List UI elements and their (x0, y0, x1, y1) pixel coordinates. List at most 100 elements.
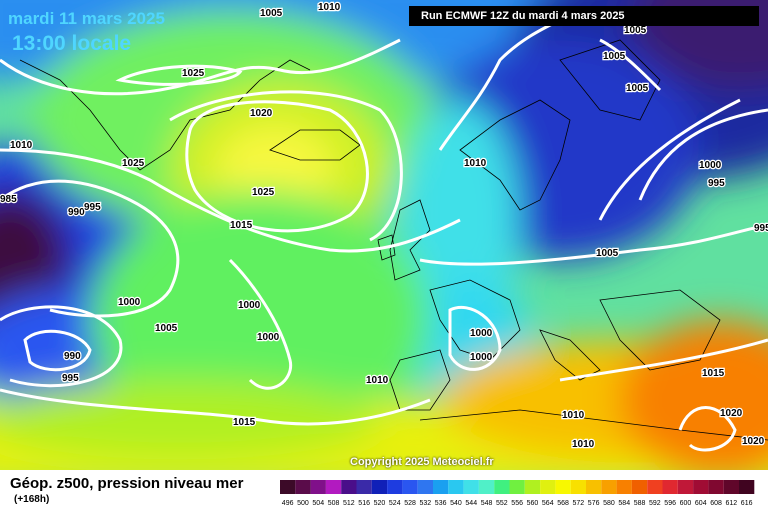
isobar-label: 1010 (10, 140, 33, 151)
scale-swatch (662, 480, 678, 494)
scale-swatch (494, 480, 510, 494)
isobar-label: 1000 (699, 160, 722, 171)
isobar-label: 1025 (252, 187, 275, 198)
isobar-label: 1025 (182, 68, 205, 79)
forecast-map: 1005 1010 1005 1005 1005 1025 1020 1010 1025 1025… (0, 0, 768, 470)
isobar-label: 1005 (626, 83, 649, 94)
scale-tick-label: 500 (297, 500, 309, 507)
scale-swatch (341, 480, 357, 494)
scale-swatch (433, 480, 449, 494)
scale-tick-label: 516 (358, 500, 370, 507)
isobar-label: 1020 (720, 408, 743, 419)
forecast-hours: (+168h) (14, 494, 50, 505)
scale-tick-label: 524 (389, 500, 401, 507)
scale-tick-label: 560 (527, 500, 539, 507)
scale-swatch (448, 480, 464, 494)
scale-swatch (601, 480, 617, 494)
scale-swatch (540, 480, 556, 494)
isobar-label: 1000 (238, 300, 261, 311)
scale-swatch (295, 480, 311, 494)
scale-tick-label: 584 (618, 500, 630, 507)
scale-tick-label: 504 (312, 500, 324, 507)
isobar-lines (0, 18, 768, 452)
scale-swatch (631, 480, 648, 494)
scale-swatch (356, 480, 372, 494)
isobar-label: 1010 (562, 410, 585, 421)
scale-swatch (325, 480, 342, 494)
scale-tick-label: 544 (465, 500, 477, 507)
scale-swatch (280, 480, 296, 494)
scale-swatch (371, 480, 388, 494)
isobar-label: 1015 (233, 417, 256, 428)
isobar-label: 1000 (470, 352, 493, 363)
isobar-label: 995 (754, 223, 768, 234)
copyright-notice: Copyright 2025 Meteociel.fr (350, 456, 494, 468)
scale-swatch (739, 480, 755, 494)
isobar-label: 990 (64, 351, 81, 362)
geopotential-field (0, 0, 768, 470)
isobar-label: 1010 (464, 158, 487, 169)
scale-tick-label: 576 (588, 500, 600, 507)
valid-time: 13:00 locale (12, 32, 132, 55)
isobar-label: 1020 (742, 436, 765, 447)
scale-swatch (524, 480, 541, 494)
scale-swatch (586, 480, 602, 494)
scale-tick-label: 596 (664, 500, 676, 507)
scale-tick-label: 496 (282, 500, 294, 507)
scale-tick-label: 508 (328, 500, 340, 507)
isobar-label: 1005 (624, 25, 647, 36)
scale-tick-label: 612 (726, 500, 738, 507)
isobar-label: 1025 (122, 158, 145, 169)
isobar-label: 1000 (118, 297, 141, 308)
isobar-label: 1005 (596, 248, 619, 259)
scale-tick-label: 540 (450, 500, 462, 507)
valid-date: mardi 11 mars 2025 (8, 9, 165, 28)
isobar-label: 1000 (257, 332, 280, 343)
scale-tick-label: 592 (649, 500, 661, 507)
scale-swatch (570, 480, 586, 494)
scale-swatch (693, 480, 709, 494)
scale-swatch (387, 480, 403, 494)
isobar-label: 995 (62, 373, 79, 384)
isobar-label: 1010 (366, 375, 389, 386)
scale-tick-label: 600 (680, 500, 692, 507)
scale-tick-label: 588 (634, 500, 646, 507)
scale-tick-label: 512 (343, 500, 355, 507)
scale-swatch (478, 480, 495, 494)
isobar-label: 1005 (603, 51, 626, 62)
scale-swatch (402, 480, 418, 494)
run-info-banner: Run ECMWF 12Z du mardi 4 mars 2025 (409, 6, 759, 26)
scale-tick-label: 616 (741, 500, 753, 507)
color-scale: 496 500 504 508 512 516 520 524 528 532 536 540 544 5… (280, 480, 755, 507)
scale-tick-label: 608 (710, 500, 722, 507)
scale-tick-label: 564 (542, 500, 554, 507)
isobar-label: 990 (68, 207, 85, 218)
scale-tick-label: 572 (573, 500, 585, 507)
coastlines (19, 39, 768, 441)
scale-tick-label: 556 (511, 500, 523, 507)
scale-swatch (647, 480, 663, 494)
scale-tick-label: 580 (603, 500, 615, 507)
isobar-label: 1010 (318, 2, 341, 13)
scale-swatch (723, 480, 739, 494)
isobar-label: 1015 (702, 368, 725, 379)
scale-swatch (555, 480, 571, 494)
isobar-label: 1015 (230, 220, 253, 231)
scale-tick-label: 536 (435, 500, 447, 507)
scale-tick-label: 568 (557, 500, 569, 507)
isobar-label: 1005 (155, 323, 178, 334)
scale-tick-label: 548 (481, 500, 493, 507)
isobar-labels: 1005 1010 1005 1005 1005 1025 1020 1010 1025 1025… (0, 1, 768, 452)
isobar-label: 995 (708, 178, 725, 189)
scale-tick-label: 532 (420, 500, 432, 507)
scale-swatch (616, 480, 632, 494)
scale-swatch (509, 480, 525, 494)
scale-swatch (463, 480, 479, 494)
scale-tick-label: 528 (404, 500, 416, 507)
scale-tick-label: 604 (695, 500, 707, 507)
scale-tick-label: 552 (496, 500, 508, 507)
isobar-label: 1010 (572, 439, 595, 450)
isobar-label: 1005 (260, 8, 283, 19)
isobar-label: 995 (84, 202, 101, 213)
